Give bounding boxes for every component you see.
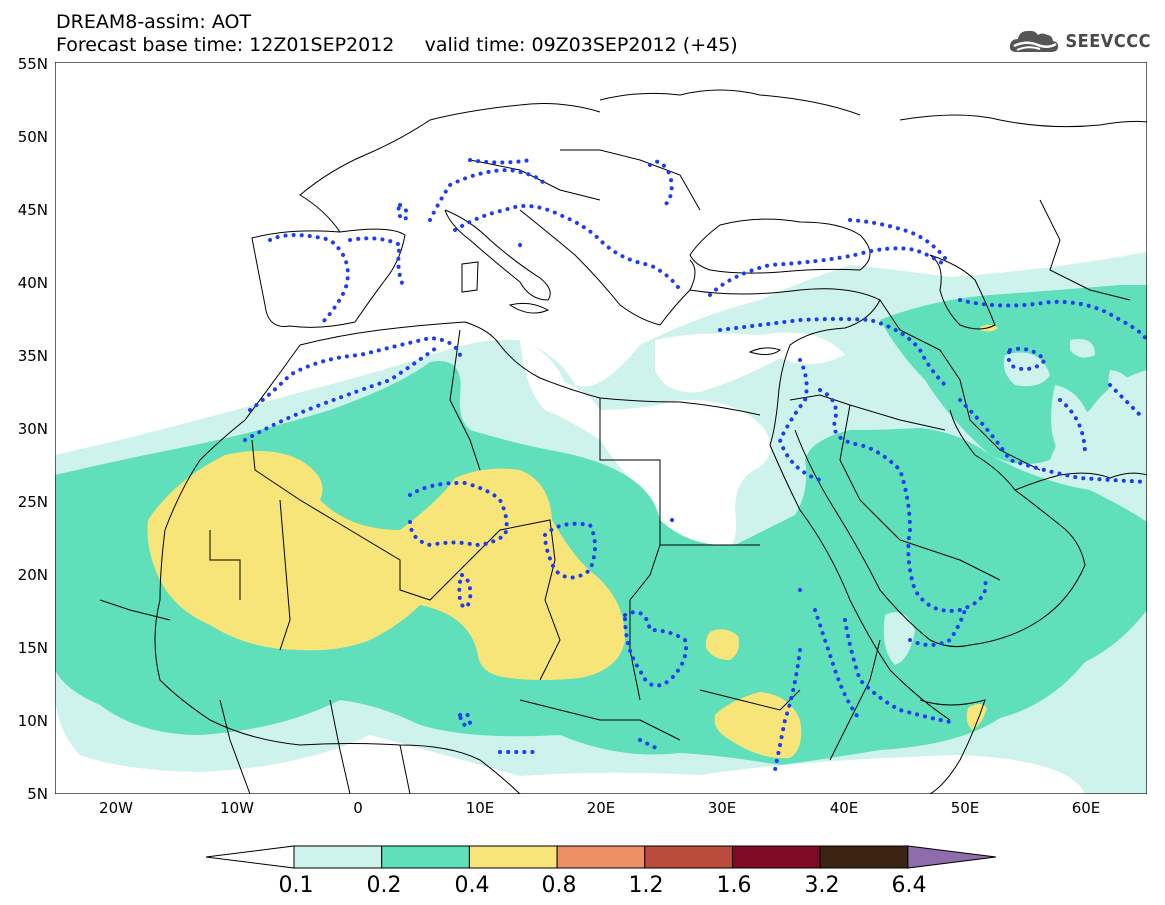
seevccc-logo: SEEVCCC <box>1008 24 1151 58</box>
lon-label: 30E <box>707 799 737 817</box>
colorbar-label: 0.8 <box>541 873 577 898</box>
lat-label: 45N <box>17 201 48 219</box>
lon-label: 0 <box>353 799 363 817</box>
colorbar-segment <box>732 845 821 869</box>
lat-label: 25N <box>17 493 48 511</box>
colorbar-high-triangle <box>907 845 996 869</box>
lon-label: 60E <box>1071 799 1101 817</box>
colorbar-segment <box>293 845 383 869</box>
dotted-contours <box>243 158 1147 772</box>
colorbar-label: 3.2 <box>804 873 840 898</box>
colorbar-label: 0.4 <box>454 873 490 898</box>
colorbar-segment <box>819 845 909 869</box>
lat-label: 10N <box>17 712 48 730</box>
colorbar-segment <box>556 845 646 869</box>
colorbar-label: 6.4 <box>891 873 927 898</box>
colorbar-segment <box>468 845 558 869</box>
lon-label: 20E <box>586 799 616 817</box>
lon-label: 50E <box>950 799 980 817</box>
lat-label: 35N <box>17 347 48 365</box>
lon-label: 40E <box>829 799 859 817</box>
lat-label: 55N <box>17 55 48 73</box>
lat-label: 5N <box>27 785 48 803</box>
colorbar <box>206 845 996 869</box>
lon-label: 20W <box>99 799 133 817</box>
colorbar-segment <box>381 845 470 869</box>
lat-label: 30N <box>17 420 48 438</box>
lat-label: 20N <box>17 566 48 584</box>
aot-map <box>55 62 1147 794</box>
aot-region-high <box>147 451 625 680</box>
lat-label: 50N <box>17 128 48 146</box>
colorbar-label: 0.2 <box>366 873 402 898</box>
colorbar-low-triangle <box>206 845 295 869</box>
colorbar-segment <box>644 845 733 869</box>
logo-text: SEEVCCC <box>1065 30 1151 52</box>
colorbar-label: 1.6 <box>716 873 752 898</box>
product-title: DREAM8-assim: AOT <box>56 11 252 33</box>
lon-label: 10W <box>220 799 254 817</box>
colorbar-label: 0.1 <box>278 873 314 898</box>
lon-label: 10E <box>465 799 495 817</box>
coastlines <box>99 89 1147 794</box>
cloud-icon <box>1009 30 1058 52</box>
lat-label: 40N <box>17 274 48 292</box>
forecast-time-line: Forecast base time: 12Z01SEP2012 valid t… <box>56 34 738 56</box>
colorbar-label: 1.2 <box>628 873 664 898</box>
lat-label: 15N <box>17 639 48 657</box>
